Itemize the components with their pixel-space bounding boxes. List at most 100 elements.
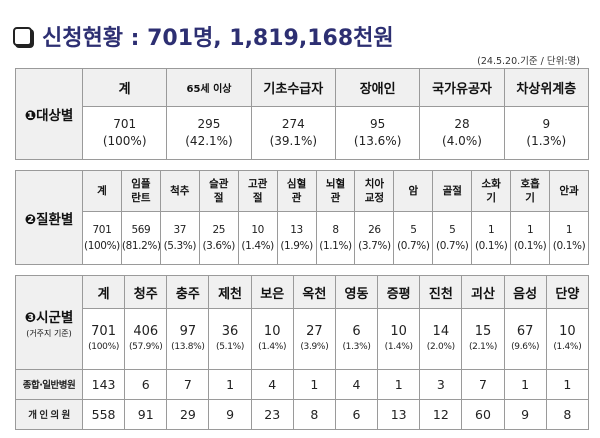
col-header: 영동 (334, 275, 379, 309)
count: 97 (179, 324, 197, 340)
value-cell: 1 (377, 368, 421, 400)
percent: (1.4%) (384, 342, 413, 353)
value-cell: 558 (81, 398, 126, 431)
col-header: 단양 (545, 275, 590, 309)
percent: (2.1%) (468, 342, 498, 353)
value-cell: 5 (0.7%) (393, 211, 434, 265)
col-header: 옥천 (292, 275, 336, 309)
col-header: 계 (81, 275, 126, 309)
percent: (1.1%) (319, 240, 352, 252)
percent: (0.1%) (474, 240, 508, 252)
value-cell: 23 (250, 398, 294, 431)
percent: (13.8%) (171, 342, 205, 353)
count: 67 (516, 324, 534, 340)
count: 27 (306, 324, 323, 340)
value-cell: 274 (39.1%) (250, 106, 336, 160)
col-header: 보은 (250, 275, 294, 309)
checkbox-icon (13, 26, 32, 46)
by-region-table: ❸시군별 (거주지 기준) 계 청주 충주 제천 보은 옥천 영동 증평 진천 괴산 음성 단양 70… (15, 275, 590, 431)
row-label-clinic: 개 인 의 원 (15, 398, 83, 431)
col-header: 계 (81, 68, 168, 107)
col-header: 기초수급자 (250, 68, 336, 107)
value-cell: 8 (545, 398, 590, 431)
basis-note: (24.5.20.기준 / 단위:명) (477, 56, 580, 67)
value-cell: 569 (81.2%) (120, 211, 161, 265)
value-cell: 701 (100%) (81, 308, 126, 370)
value-cell: 97 (13.8%) (166, 308, 210, 370)
count: 10 (263, 324, 281, 340)
percent: (57.9%) (128, 342, 163, 353)
value-cell: 9 (503, 398, 547, 431)
col-header: 호흡 기 (510, 170, 551, 212)
count: 701 (91, 324, 116, 340)
percent: (0.7%) (397, 240, 430, 252)
col-header: 괴산 (461, 275, 505, 309)
count: 10 (390, 324, 407, 340)
value-cell: 1 (0.1%) (471, 211, 512, 265)
value-cell: 1 (292, 368, 336, 400)
percent: (81.2%) (121, 240, 161, 252)
value-cell: 29 (166, 398, 210, 431)
percent: (1.3%) (342, 342, 371, 353)
value-cell: 143 (81, 368, 126, 400)
by-region-label: ❸시군별 (거주지 기준) (15, 275, 83, 370)
count: 10 (559, 324, 576, 340)
col-header: 65세 이상 (166, 68, 252, 107)
count: 36 (221, 324, 239, 340)
count: 5 (410, 224, 417, 236)
count: 25 (212, 224, 225, 236)
value-cell: 10 (1.4%) (545, 308, 590, 370)
col-header: 증평 (377, 275, 421, 309)
value-cell: 6 (1.3%) (334, 308, 379, 370)
col-header: 슬관 절 (198, 170, 239, 212)
count: 1 (565, 224, 573, 236)
value-cell: 8 (292, 398, 336, 431)
value-cell: 3 (419, 368, 463, 400)
percent: (100%) (84, 240, 120, 252)
value-cell: 1 (503, 368, 547, 400)
value-cell: 4 (250, 368, 294, 400)
by-disease-table: ❷질환별 계 임플 란트 척추 슬관 절 고관 절 심혈 관 뇌혈 관 치아 교정 암 골절 소화 기 호흡 기 안과 … (15, 170, 589, 265)
percent: (0.7%) (436, 240, 469, 252)
value-cell: 60 (461, 398, 505, 431)
page-title: 신청현황 : 701명, 1,819,168천원 (42, 26, 394, 51)
percent: (3.6%) (202, 240, 235, 252)
percent: (1.4%) (241, 240, 274, 252)
value-cell: 1 (545, 368, 590, 400)
value-cell: 36 (5.1%) (208, 308, 252, 370)
title-row: 신청현황 : 701명, 1,819,168천원 (13, 20, 394, 52)
col-header: 음성 (503, 275, 547, 309)
by-region-sublabel: (거주지 기준) (26, 328, 72, 338)
value-cell: 67 (9.6%) (503, 308, 547, 370)
count: 10 (251, 224, 264, 236)
count: 569 (131, 224, 151, 236)
col-header: 진천 (419, 275, 463, 309)
percent: (2.0%) (426, 342, 455, 353)
value-cell: 6 (124, 368, 168, 400)
col-header: 차상위계층 (503, 68, 590, 107)
value-cell: 406 (57.9%) (124, 308, 168, 370)
count: 1 (488, 224, 495, 236)
value-cell: 9 (1.3%) (503, 106, 590, 160)
value-cell: 701 (100%) (82, 211, 122, 265)
value-cell: 1 (0.1%) (549, 211, 589, 265)
value-cell: 26 (3.7%) (354, 211, 395, 265)
col-header: 충주 (166, 275, 210, 309)
percent: (1.4%) (258, 342, 287, 353)
value-cell: 25 (3.6%) (198, 211, 239, 265)
col-header: 국가유공자 (419, 68, 505, 107)
by-target-table: ❶대상별 계 65세 이상 기초수급자 장애인 국가유공자 차상위계층 701(… (15, 68, 590, 160)
col-header: 치아 교정 (354, 170, 395, 212)
value-cell: 701 (100%) (81, 106, 168, 160)
value-cell: 1 (208, 368, 252, 400)
row-label-general-hospital: 종합·일반병원 (15, 368, 83, 400)
value-cell: 7 (166, 368, 210, 400)
count: 701 (92, 224, 112, 236)
value-cell: 95 (13.6%) (334, 106, 421, 160)
value-cell: 27 (3.9%) (292, 308, 336, 370)
count: 26 (368, 224, 381, 236)
value-cell: 14 (2.0%) (419, 308, 463, 370)
value-cell: 10 (1.4%) (377, 308, 421, 370)
value-cell: 4 (334, 368, 379, 400)
col-header: 골절 (432, 170, 473, 212)
